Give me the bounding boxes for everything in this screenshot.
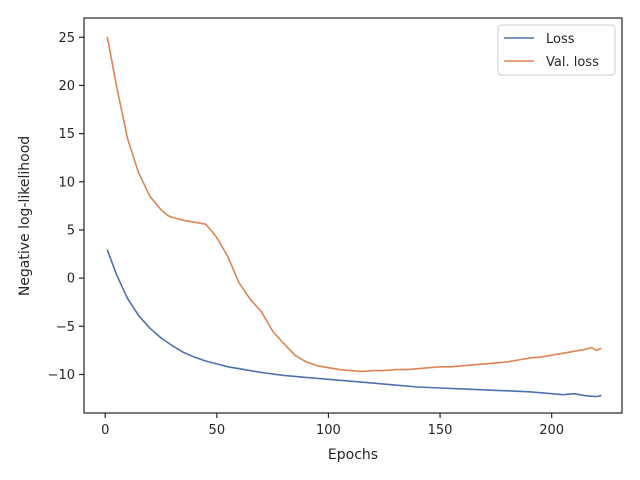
- y-tick-label: 20: [58, 79, 75, 94]
- x-axis-ticks: 0 50 100 150 200: [101, 413, 564, 438]
- legend-label-loss: Loss: [546, 32, 575, 47]
- x-tick-label: 200: [539, 423, 564, 438]
- y-tick-label: −10: [48, 368, 75, 383]
- y-tick-label: −5: [56, 320, 75, 335]
- series-line-loss: [106, 249, 602, 398]
- legend: Loss Val. loss: [497, 24, 616, 76]
- series-line-val-loss: [106, 36, 602, 373]
- y-axis-ticks: −10 −5 0 5 10 15 20 25: [48, 31, 84, 383]
- y-tick-label: 25: [58, 31, 75, 46]
- y-axis-label: Negative log-likelihood: [17, 136, 33, 296]
- x-axis-label: Epochs: [328, 447, 378, 463]
- x-tick-label: 50: [209, 423, 226, 438]
- y-tick-label: 10: [58, 175, 75, 190]
- y-tick-label: 15: [58, 127, 75, 142]
- x-tick-label: 0: [101, 423, 109, 438]
- legend-label-val-loss: Val. loss: [546, 55, 599, 70]
- plot-lines: [106, 36, 602, 398]
- x-tick-label: 150: [428, 423, 453, 438]
- x-tick-label: 100: [316, 423, 341, 438]
- plot-frame: [83, 17, 623, 414]
- y-tick-label: 5: [67, 223, 75, 238]
- y-tick-label: 0: [67, 272, 75, 287]
